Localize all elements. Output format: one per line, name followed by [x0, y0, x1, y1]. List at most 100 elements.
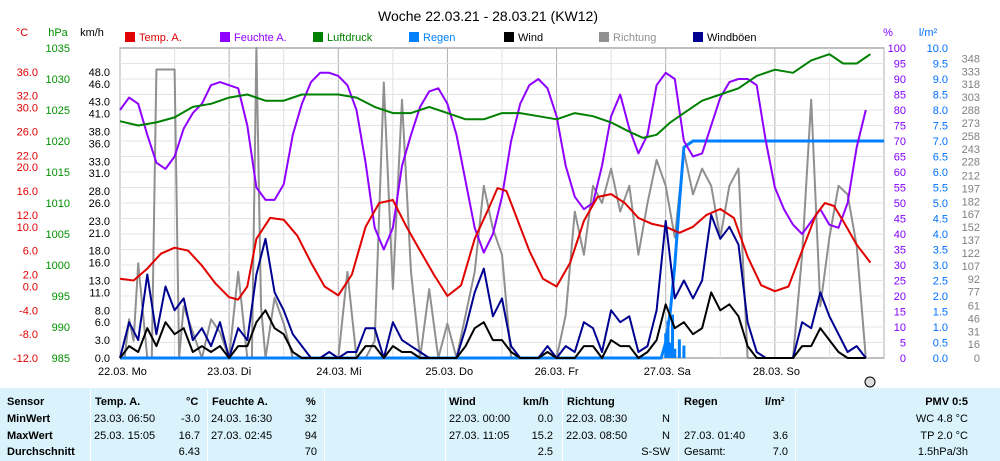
tick-label-direction: 243 — [962, 144, 980, 156]
tick-label-rain: 4.0 — [933, 229, 948, 241]
tick-label-direction: 107 — [962, 261, 980, 273]
humidity-avg: 70 — [304, 446, 317, 458]
tick-label-rain: 9.0 — [933, 74, 948, 86]
legend-label[interactable]: Wind — [518, 32, 543, 44]
tick-label-rain: 10.0 — [927, 43, 948, 55]
wind-max-time: 27.03. 11:05 — [449, 430, 510, 442]
x-day-label: 25.03. Do — [425, 366, 473, 378]
rain-bar — [668, 342, 672, 358]
tick-label-direction: 197 — [962, 183, 980, 195]
rain-header: Regen — [684, 396, 718, 408]
tick-label-direction: 182 — [962, 196, 980, 208]
pmv-windchill: WC 4.8 °C — [915, 413, 968, 425]
tick-label-pressure: 1000 — [46, 260, 70, 272]
legend-label[interactable]: Richtung — [613, 32, 656, 44]
series-line-feuchte-a — [119, 71, 867, 254]
tick-label-wind: 11.0 — [89, 287, 110, 299]
humidity-max-time: 27.03. 02:45 — [211, 430, 273, 442]
tick-label-wind: 41.0 — [89, 109, 110, 121]
temp-max: 16.7 — [178, 430, 200, 442]
tick-label-pressure: 995 — [52, 291, 70, 303]
legend-swatch — [409, 32, 419, 42]
tick-label-pressure: 990 — [52, 322, 70, 334]
tick-label-wind: 18.0 — [89, 246, 110, 258]
rain-total-label: Gesamt: — [684, 446, 726, 458]
pmv-pressure-trend: 1.5hPa/3h — [917, 446, 968, 458]
tick-label-humidity: 100 — [888, 43, 906, 55]
legend-label[interactable]: Feuchte A. — [234, 32, 287, 44]
x-day-label: 28.03. So — [753, 366, 800, 378]
tick-label-humidity: 5 — [900, 338, 906, 350]
tick-label-humidity: 30 — [894, 260, 906, 272]
legend-swatch — [125, 32, 135, 42]
tick-label-rain: 9.5 — [933, 59, 948, 71]
tick-label-wind: 21.0 — [89, 228, 110, 240]
tick-label-direction: 16 — [968, 339, 980, 351]
x-day-label: 24.03. Mi — [316, 366, 361, 378]
tick-label-direction: 273 — [962, 118, 980, 130]
tick-label-wind: 46.0 — [89, 79, 110, 91]
tick-label-humidity: 65 — [894, 152, 906, 164]
wind-min: 0.0 — [537, 413, 553, 425]
x-day-label: 26.03. Fr — [535, 366, 579, 378]
humidity-min-time: 24.03. 16:30 — [211, 413, 273, 425]
legend-label[interactable]: Regen — [423, 32, 455, 44]
legend-label[interactable]: Windböen — [707, 32, 757, 44]
tick-label-wind: 0.0 — [95, 353, 110, 365]
tick-label-rain: 8.5 — [933, 90, 948, 102]
legend-label[interactable]: Temp. A. — [139, 32, 182, 44]
statistics-table: Sensor MinWert MaxWert Durchschnitt Temp… — [0, 388, 1000, 461]
tick-label-direction: 152 — [962, 222, 980, 234]
tick-label-direction: 167 — [962, 209, 980, 221]
series-line-luftdruck — [119, 53, 871, 139]
axis-unit-left: hPa — [48, 27, 68, 39]
tick-label-rain: 7.0 — [933, 136, 948, 148]
tick-label-direction: 258 — [962, 131, 980, 143]
tick-label-humidity: 20 — [894, 291, 906, 303]
series-line-wind — [119, 291, 866, 359]
scroll-handle-icon[interactable] — [864, 376, 876, 388]
tick-label-temp: -4.0 — [19, 305, 38, 317]
tick-label-wind: 36.0 — [89, 138, 110, 150]
tick-label-temp: 6.0 — [23, 246, 38, 258]
tick-label-wind: 28.0 — [89, 186, 110, 198]
tick-label-wind: 43.0 — [89, 97, 110, 109]
temp-avg: 6.43 — [178, 446, 200, 458]
rain-max-time: 27.03. 01:40 — [684, 430, 746, 442]
temp-min: -3.0 — [181, 413, 200, 425]
humidity-min: 32 — [304, 413, 317, 425]
tick-label-wind: 3.0 — [95, 335, 110, 347]
tick-label-temp: 22.0 — [17, 150, 38, 162]
direction-max: N — [662, 430, 670, 442]
axis-unit-right: l/m² — [919, 27, 938, 39]
legend: Temp. A. Feuchte A. Luftdruck Regen Wind Rich… — [125, 32, 757, 44]
legend-swatch — [220, 32, 230, 42]
x-day-label: 27.03. Sa — [644, 366, 692, 378]
tick-label-temp: -8.0 — [19, 329, 38, 341]
tick-label-direction: 228 — [962, 157, 980, 169]
tick-label-humidity: 70 — [894, 136, 906, 148]
tick-label-temp: 36.0 — [17, 67, 38, 79]
tick-label-temp: 12.0 — [17, 210, 38, 222]
rain-bar — [677, 339, 681, 358]
tick-label-rain: 2.0 — [933, 291, 948, 303]
humidity-max: 94 — [304, 430, 317, 442]
tick-label-wind: 6.0 — [95, 317, 110, 329]
tick-label-rain: 7.5 — [933, 121, 948, 133]
tick-label-wind: 8.0 — [95, 305, 110, 317]
x-day-label: 22.03. Mo — [98, 366, 147, 378]
tick-label-pressure: 985 — [52, 353, 70, 365]
tick-label-temp: 32.0 — [17, 91, 38, 103]
tick-label-pressure: 1010 — [46, 198, 70, 210]
legend-label[interactable]: Luftdruck — [327, 32, 373, 44]
tick-label-direction: 122 — [962, 248, 980, 260]
x-axis-labels: 22.03. Mo 23.03. Di 24.03. Mi 25.03. Do 26.0… — [98, 366, 800, 378]
legend-swatch — [504, 32, 514, 42]
rain-bar — [666, 320, 670, 358]
tick-label-direction: 77 — [968, 287, 980, 299]
wind-unit: km/h — [523, 396, 549, 408]
direction-min: N — [662, 413, 670, 425]
tick-label-temp: 10.0 — [17, 222, 38, 234]
tick-label-wind: 48.0 — [89, 67, 110, 79]
tick-label-rain: 1.0 — [933, 322, 948, 334]
